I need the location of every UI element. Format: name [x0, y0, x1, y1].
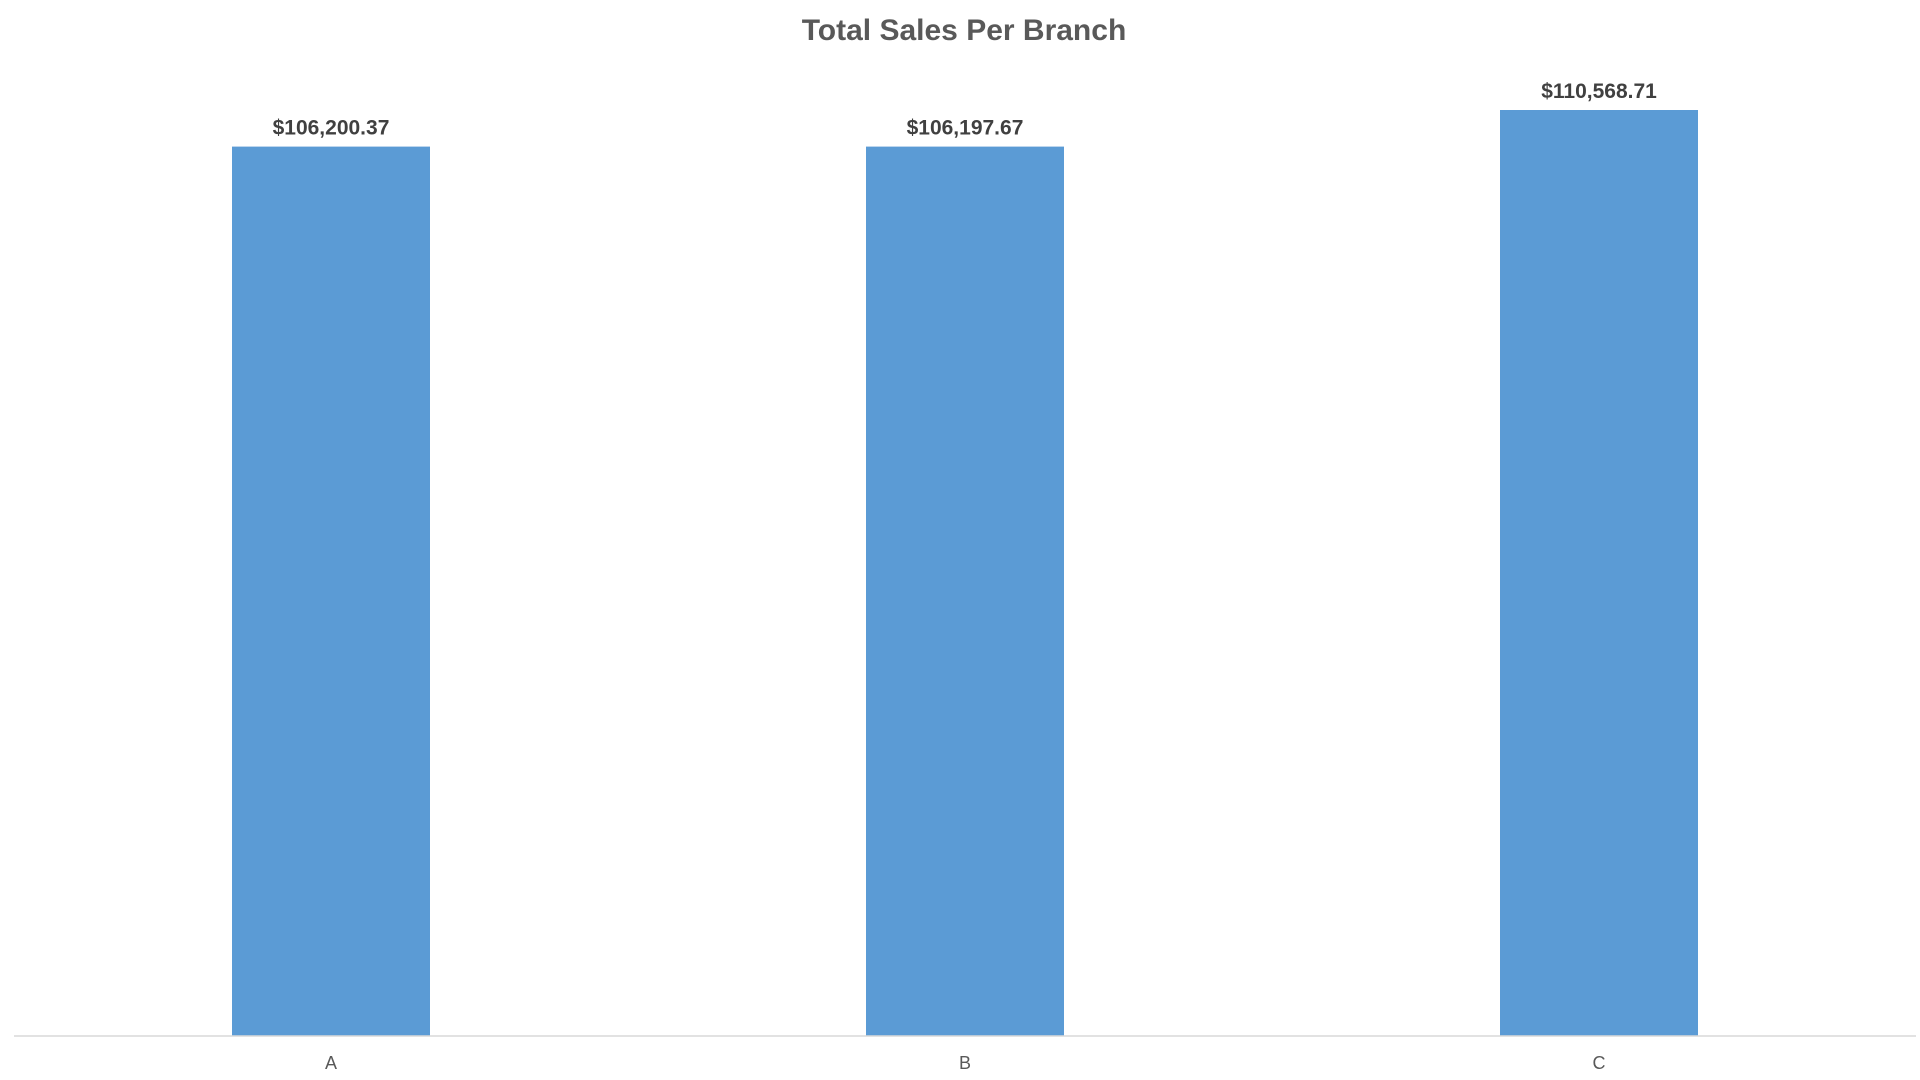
x-tick-label-a: A [325, 1053, 337, 1073]
bar-b [866, 146, 1064, 1037]
bars-layer [232, 110, 1698, 1037]
data-label-c: $110,568.71 [1541, 80, 1657, 103]
chart-title: Total Sales Per Branch [802, 14, 1127, 47]
x-axis-tick-labels: A B C [325, 1053, 1606, 1073]
data-label-a: $106,200.37 [273, 117, 390, 140]
x-tick-label-c: C [1593, 1053, 1606, 1073]
data-label-b: $106,197.67 [907, 117, 1024, 140]
bar-c [1500, 110, 1698, 1036]
x-tick-label-b: B [959, 1053, 971, 1073]
bar-a [232, 146, 430, 1037]
data-labels-layer: $106,200.37 $106,197.67 $110,568.71 [273, 80, 1658, 140]
